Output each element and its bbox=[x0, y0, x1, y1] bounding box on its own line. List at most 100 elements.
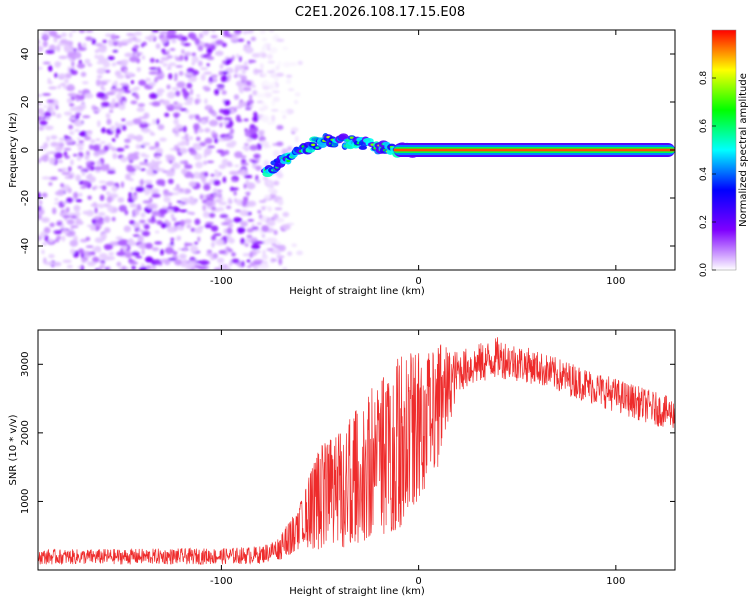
noise-blob bbox=[193, 171, 201, 179]
noise-blob bbox=[132, 118, 142, 125]
noise-blob bbox=[277, 61, 282, 67]
noise-blob bbox=[69, 239, 79, 247]
noise-blob bbox=[140, 121, 148, 124]
noise-blob bbox=[233, 217, 243, 223]
noise-blob bbox=[101, 127, 106, 134]
noise-blob bbox=[137, 235, 144, 243]
noise-blob bbox=[96, 75, 103, 79]
noise-blob bbox=[222, 235, 228, 242]
noise-blob bbox=[146, 264, 152, 270]
noise-blob bbox=[233, 30, 242, 35]
noise-blob bbox=[54, 197, 59, 201]
noise-blob bbox=[163, 196, 171, 203]
noise-blob bbox=[54, 61, 61, 68]
noise-blob bbox=[194, 114, 200, 120]
noise-blob bbox=[52, 111, 56, 116]
noise-blob bbox=[116, 261, 122, 267]
noise-blob bbox=[202, 204, 207, 212]
noise-blob bbox=[69, 130, 75, 135]
noise-blob bbox=[162, 205, 168, 209]
noise-blob bbox=[261, 46, 267, 52]
noise-blob bbox=[62, 259, 72, 263]
noise-blob bbox=[213, 179, 221, 186]
noise-blob bbox=[141, 248, 145, 255]
noise-blob bbox=[119, 61, 128, 67]
noise-blob bbox=[204, 137, 213, 144]
noise-blob bbox=[102, 39, 108, 44]
noise-blob bbox=[196, 94, 201, 97]
noise-blob bbox=[38, 45, 44, 53]
noise-blob bbox=[248, 59, 257, 63]
noise-blob bbox=[50, 141, 59, 147]
signal-blob bbox=[358, 145, 368, 150]
noise-blob bbox=[151, 265, 157, 270]
noise-blob bbox=[138, 79, 147, 86]
noise-blob bbox=[63, 147, 72, 151]
noise-blob bbox=[177, 141, 186, 147]
noise-blob bbox=[41, 176, 51, 180]
noise-blob bbox=[258, 200, 267, 203]
noise-blob bbox=[216, 84, 225, 88]
noise-blob bbox=[243, 183, 247, 189]
noise-blob bbox=[168, 73, 173, 80]
noise-blob bbox=[228, 237, 235, 244]
noise-blob bbox=[78, 90, 82, 94]
noise-blob bbox=[105, 181, 115, 187]
noise-blob bbox=[164, 247, 174, 255]
noise-blob bbox=[147, 162, 154, 169]
noise-blob bbox=[80, 71, 87, 77]
noise-blob bbox=[225, 123, 233, 129]
noise-blob bbox=[135, 255, 143, 259]
noise-blob bbox=[84, 154, 90, 161]
noise-blob bbox=[268, 189, 272, 193]
noise-blob bbox=[61, 235, 66, 242]
noise-blob bbox=[203, 194, 207, 199]
noise-blob bbox=[66, 98, 72, 104]
noise-blob bbox=[93, 152, 100, 156]
noise-blob bbox=[222, 136, 232, 141]
noise-blob bbox=[259, 30, 266, 34]
noise-blob bbox=[179, 54, 184, 61]
noise-blob bbox=[231, 258, 240, 264]
noise-blob bbox=[72, 48, 78, 52]
noise-blob bbox=[204, 127, 211, 133]
noise-blob bbox=[226, 265, 230, 270]
noise-blob bbox=[98, 180, 107, 184]
noise-blob bbox=[38, 107, 44, 115]
noise-blob bbox=[208, 119, 219, 127]
snr-x-ticks: -100 0 100 bbox=[210, 330, 625, 587]
noise-blob bbox=[230, 187, 239, 191]
noise-blob bbox=[167, 30, 177, 36]
noise-blob bbox=[272, 247, 278, 252]
noise-blob bbox=[247, 99, 254, 104]
noise-blob bbox=[53, 230, 63, 235]
noise-blob bbox=[39, 120, 48, 126]
noise-blob bbox=[117, 41, 123, 48]
noise-blob bbox=[136, 107, 145, 112]
noise-blob bbox=[219, 214, 229, 219]
noise-blob bbox=[193, 153, 203, 161]
noise-blob bbox=[262, 261, 268, 265]
noise-blob bbox=[121, 265, 127, 270]
noise-blob bbox=[136, 52, 143, 55]
noise-blob bbox=[186, 224, 192, 229]
noise-blob bbox=[119, 82, 129, 86]
snr-y-label: SNR (10 * v/v) bbox=[8, 414, 19, 485]
noise-blob bbox=[253, 153, 261, 159]
noise-blob bbox=[168, 155, 176, 161]
noise-blob bbox=[42, 93, 51, 96]
noise-blob bbox=[38, 192, 41, 200]
noise-blob bbox=[87, 195, 92, 200]
noise-blob bbox=[110, 125, 116, 132]
noise-blob bbox=[58, 55, 68, 60]
noise-blob bbox=[187, 99, 193, 104]
noise-blob bbox=[71, 60, 75, 67]
noise-blob bbox=[121, 118, 126, 122]
noise-blob bbox=[210, 45, 216, 51]
noise-blob bbox=[180, 197, 190, 201]
noise-blob bbox=[52, 261, 62, 267]
noise-blob bbox=[167, 65, 172, 69]
noise-blob bbox=[231, 252, 236, 257]
noise-blob bbox=[198, 60, 203, 67]
noise-blob bbox=[162, 62, 168, 67]
